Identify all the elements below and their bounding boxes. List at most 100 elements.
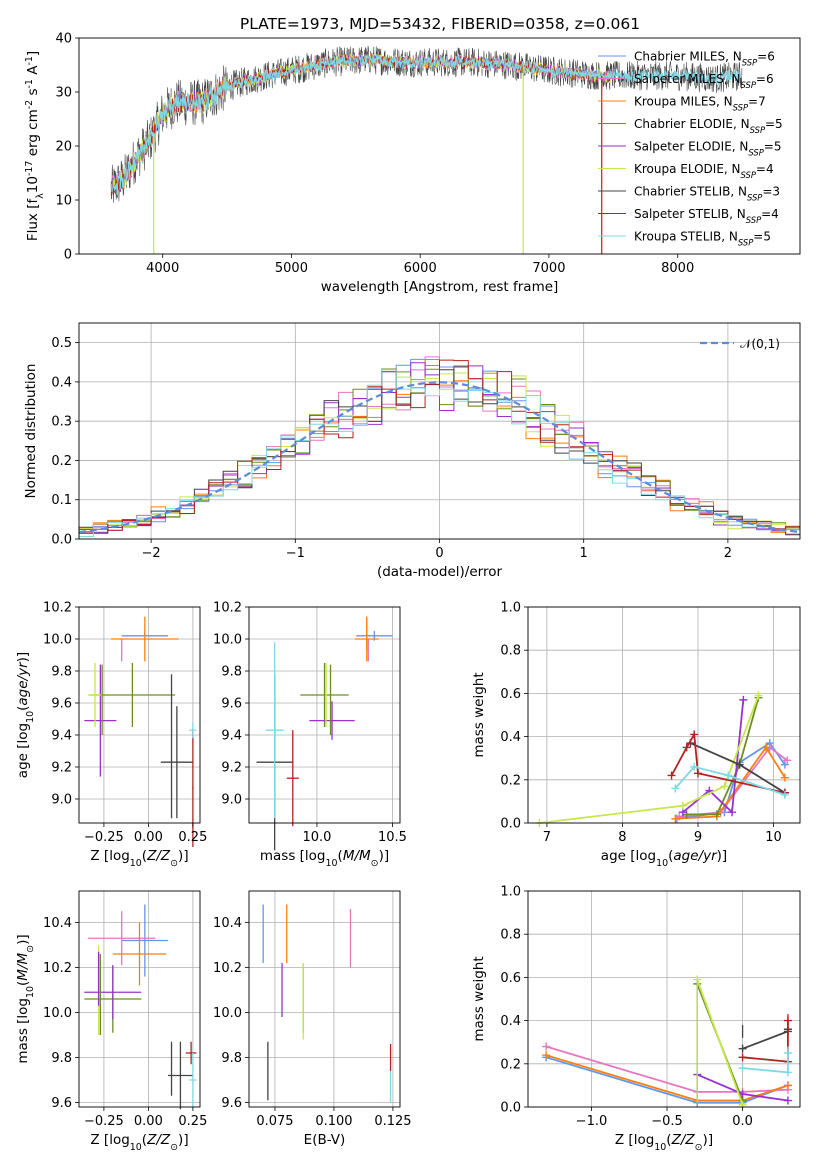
x-tick-label: 10 bbox=[765, 830, 782, 845]
plot-area bbox=[256, 616, 393, 851]
x-tick-label: 0.125 bbox=[374, 1114, 411, 1129]
plot-area bbox=[78, 356, 801, 539]
axes-frame bbox=[78, 37, 801, 255]
y-tick-label: 9.4 bbox=[221, 729, 242, 744]
x-tick-label: 4000 bbox=[146, 261, 179, 276]
panel-age-vs-Z: −0.25 0.00 0.25 9.0 9.2 9.4 9.6 9.8 10.0 10.2 Z [l… bbox=[15, 601, 207, 869]
x-axis-label: Z [log10(Z/Z⊙)] bbox=[615, 1132, 713, 1153]
plot-area bbox=[262, 904, 392, 1103]
weight-point bbox=[690, 762, 699, 771]
legend-label: Kroupa MILES, NSSP=7 bbox=[634, 95, 766, 113]
weight-series-line bbox=[686, 697, 760, 816]
weight-point bbox=[671, 814, 680, 823]
histogram-series bbox=[78, 359, 800, 539]
spectrum-series-line bbox=[110, 53, 614, 198]
axes-frame bbox=[248, 890, 401, 1108]
x-axis-label: Z [log10(Z/Z⊙)] bbox=[90, 848, 188, 869]
panel-mass-vs-Z: −0.25 0.00 0.25 9.6 9.8 10.0 10.2 10.4 Z [log10(… bbox=[15, 890, 207, 1153]
y-tick-label: 9.6 bbox=[221, 1096, 242, 1111]
weight-series-line bbox=[742, 1020, 789, 1063]
weight-point bbox=[780, 773, 789, 782]
legend-label: Kroupa STELIB, NSSP=5 bbox=[634, 230, 771, 248]
y-tick-label: 10.2 bbox=[213, 961, 242, 976]
y-axis-label: mass weight bbox=[471, 956, 487, 1041]
x-tick-label: 8000 bbox=[661, 261, 694, 276]
spectrum-series-line bbox=[110, 53, 614, 197]
y-tick-label: 10.2 bbox=[43, 961, 72, 976]
x-axis-label: mass [log10(M/M⊙)] bbox=[260, 848, 389, 869]
x-tick-label: 0.075 bbox=[256, 1114, 293, 1129]
x-tick-label: 1 bbox=[580, 546, 588, 561]
y-tick-label: 0.4 bbox=[51, 375, 72, 390]
plot-area bbox=[535, 691, 792, 827]
x-tick-label: −0.25 bbox=[84, 830, 124, 845]
weight-point bbox=[783, 1068, 792, 1077]
y-tick-label: 9.2 bbox=[51, 761, 72, 776]
weight-point bbox=[738, 1064, 747, 1073]
legend-label: Chabrier MILES, NSSP=6 bbox=[634, 50, 775, 68]
plot-area bbox=[110, 45, 743, 254]
y-tick-label: 10.2 bbox=[213, 601, 242, 616]
spectrum-series-line bbox=[110, 53, 614, 200]
legend-label: Salpeter STELIB, NSSP=4 bbox=[634, 207, 779, 225]
axes-frame bbox=[248, 606, 401, 824]
spectrum-series-line bbox=[110, 52, 614, 197]
panel-age-vs-mass: 10.0 10.5 9.0 9.2 9.4 9.6 9.8 10.0 10.2 mass [log… bbox=[213, 601, 407, 869]
y-tick-label: 0.6 bbox=[500, 971, 521, 986]
weight-point bbox=[738, 1090, 747, 1099]
y-tick-label: 0 bbox=[64, 248, 72, 263]
x-axis-label: age [log10(age/yr)] bbox=[601, 848, 727, 869]
legend-label: Salpeter ELODIE, NSSP=5 bbox=[634, 140, 782, 158]
weight-series-line bbox=[696, 979, 744, 1106]
legend-label: 𝒩(0,1) bbox=[740, 337, 780, 351]
weight-series-line bbox=[742, 1053, 789, 1074]
y-axis-label: Flux [fλ10-17 erg cm-2 s-1 A-1] bbox=[24, 51, 46, 241]
weight-point bbox=[780, 760, 789, 769]
x-tick-label: 10.5 bbox=[378, 830, 407, 845]
weight-series-line bbox=[675, 745, 786, 820]
axes-frame bbox=[78, 890, 201, 1108]
x-axis-label: Z [log10(Z/Z⊙)] bbox=[90, 1132, 188, 1153]
panel-EBV: 0.075 0.100 0.125 9.6 9.8 10.0 10.2 10.4 E(B-V) bbox=[213, 890, 412, 1148]
y-tick-label: 10.0 bbox=[213, 1006, 242, 1021]
x-axis-label: wavelength [Angstrom, rest frame] bbox=[321, 279, 559, 295]
x-tick-label: 0.25 bbox=[178, 830, 207, 845]
x-tick-label: −0.25 bbox=[84, 1114, 124, 1129]
y-tick-label: 0.3 bbox=[51, 415, 72, 430]
x-tick-label: 0.00 bbox=[134, 1114, 163, 1129]
x-tick-label: 7000 bbox=[532, 261, 565, 276]
y-axis-label: Normed distribution bbox=[23, 364, 39, 499]
x-axis-label: E(B-V) bbox=[304, 1132, 346, 1148]
plot-area bbox=[84, 904, 197, 1110]
weight-series-line bbox=[682, 699, 745, 815]
y-axis-label: mass [log10(M/M⊙)] bbox=[15, 934, 36, 1063]
panel-residual-histogram: −2 −1 0 1 2 0.0 0.1 0.2 0.3 0.4 0.5 (data-model)/er… bbox=[23, 322, 801, 580]
x-tick-label: 5000 bbox=[275, 261, 308, 276]
weight-point bbox=[762, 743, 770, 752]
weight-point bbox=[542, 1042, 551, 1051]
weight-point bbox=[739, 695, 748, 704]
y-tick-label: 9.8 bbox=[221, 1051, 242, 1066]
y-tick-label: 10.2 bbox=[43, 601, 72, 616]
weight-point bbox=[671, 784, 680, 793]
weight-point bbox=[754, 691, 763, 700]
spectrum-series-line bbox=[110, 53, 614, 194]
y-tick-label: 0.4 bbox=[500, 730, 521, 745]
y-tick-label: 0.2 bbox=[51, 454, 72, 469]
y-tick-label: 10 bbox=[55, 194, 72, 209]
x-tick-label: 6000 bbox=[404, 261, 437, 276]
y-tick-label: 0.1 bbox=[51, 493, 72, 508]
x-tick-label: −1.0 bbox=[576, 1114, 608, 1129]
plot-layer: 4000 5000 6000 7000 8000010203040wavelength … bbox=[15, 32, 801, 1153]
normal-curve bbox=[78, 381, 801, 534]
weight-series-line bbox=[539, 695, 760, 824]
spectrum-series-line bbox=[110, 53, 614, 196]
legend-label: Chabrier ELODIE, NSSP=5 bbox=[634, 117, 783, 135]
weight-series-line bbox=[545, 1054, 789, 1102]
weight-point bbox=[667, 771, 676, 780]
weight-point bbox=[690, 730, 699, 739]
axes-frame bbox=[527, 890, 801, 1108]
y-tick-label: 9.6 bbox=[51, 1096, 72, 1111]
y-tick-label: 9.6 bbox=[51, 697, 72, 712]
y-tick-label: 10.0 bbox=[43, 633, 72, 648]
